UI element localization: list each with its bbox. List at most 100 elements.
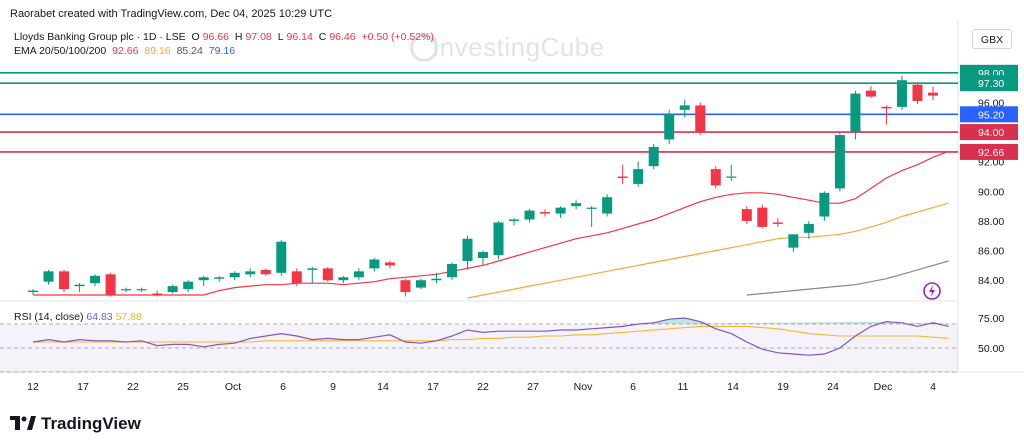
rsi-line (32, 317, 949, 356)
flash-bolt-icon (929, 285, 935, 297)
tradingview-brand: TradingView (10, 414, 141, 434)
candle-body (881, 106, 892, 109)
candle-body (586, 207, 597, 209)
y-tick-label: 88.00 (978, 216, 1004, 228)
open-label: O (191, 31, 200, 43)
ema20-value: 92.66 (112, 45, 139, 57)
x-tick-label: 11 (678, 381, 689, 393)
ema100-value: 85.24 (176, 45, 203, 57)
candle-body (602, 197, 613, 214)
x-tick-label: 14 (727, 381, 739, 393)
candle-body (679, 105, 690, 110)
candle-body (757, 207, 768, 227)
candle-body (493, 222, 504, 256)
candle-body (43, 271, 54, 282)
high-value: 97.08 (245, 31, 272, 43)
y-tick-label: 86.00 (978, 246, 1004, 258)
candle-body (322, 268, 333, 281)
level-price-label: 94.00 (978, 127, 1004, 139)
change-value: +0.50 (+0.52%) (361, 31, 434, 43)
x-tick-label: 14 (377, 381, 389, 393)
candle-body (540, 212, 551, 214)
candle-body (788, 234, 799, 248)
candle-body (928, 92, 938, 96)
symbol-legend[interactable]: Lloyds Banking Group plc · 1D · LSE O 96.… (14, 31, 437, 43)
level-price-tag (960, 143, 1018, 160)
ema-line-3 (746, 260, 949, 296)
rsi-tick-label: 75.00 (978, 313, 1004, 325)
x-tick-label: Dec (874, 381, 893, 393)
ema-line-2 (467, 202, 949, 299)
x-tick-label: 6 (280, 381, 286, 393)
x-tick-label: Oct (225, 381, 241, 393)
candle-body (896, 80, 907, 107)
rsi-overbought-fill (653, 318, 949, 324)
ema-label: EMA 20/50/100/200 (14, 45, 107, 57)
level-price-label: 97.30 (978, 78, 1004, 90)
candle-body (850, 93, 861, 133)
candle-body (59, 271, 70, 290)
ema200-value: 79.16 (208, 45, 236, 57)
candle-body (478, 252, 488, 258)
candle-body (136, 289, 147, 291)
x-tick-label: 12 (27, 381, 39, 393)
brand-name: TradingView (41, 414, 141, 433)
candle-body (741, 209, 752, 221)
level-price-label: 92.66 (978, 147, 1004, 159)
ema-legend[interactable]: EMA 20/50/100/200 92.66 89.16 85.24 79.1… (14, 45, 238, 57)
candle-body (198, 277, 209, 281)
candle-body (353, 271, 364, 278)
candle-body (167, 286, 178, 293)
x-tick-label: 17 (77, 381, 89, 393)
candle-body (105, 274, 116, 296)
candle-body (524, 210, 535, 220)
y-tick-label: 84.00 (978, 275, 1004, 287)
candle-body (152, 293, 163, 296)
x-tick-label: 24 (827, 381, 839, 393)
open-value: 96.66 (202, 31, 229, 43)
ema50-value: 89.16 (144, 45, 171, 57)
rsi-ma-value: 57.88 (115, 311, 142, 323)
y-tick-label: 90.00 (978, 186, 1004, 198)
x-tick-label: 9 (330, 381, 336, 393)
candle-body (28, 290, 38, 293)
level-price-tag (960, 124, 1018, 141)
tradingview-logo-icon (10, 416, 36, 430)
low-value: 96.14 (286, 31, 313, 43)
currency-button[interactable]: GBX (972, 29, 1012, 49)
x-tick-label: 22 (477, 381, 489, 393)
high-label: H (234, 31, 243, 43)
candle-body (462, 238, 473, 261)
candle-body (338, 277, 349, 281)
symbol-name: Lloyds Banking Group plc · 1D · LSE (14, 31, 186, 43)
level-price-tag (960, 106, 1018, 123)
candle-body (400, 280, 411, 293)
candle-body (229, 272, 240, 278)
candle-body (633, 169, 644, 184)
candle-body (183, 281, 194, 290)
x-tick-label: 19 (777, 381, 789, 393)
candle-body (555, 207, 566, 214)
candle-body (695, 105, 706, 133)
rsi-legend[interactable]: RSI (14, close) 64.83 57.88 (14, 311, 142, 323)
candle-body (664, 114, 675, 140)
candle-body (431, 278, 442, 281)
candle-body (617, 176, 628, 178)
low-label: L (277, 31, 284, 43)
candle-body (834, 135, 845, 189)
x-tick-label: 27 (527, 381, 539, 393)
candle-body (214, 277, 225, 279)
rsi-value: 64.83 (86, 311, 113, 323)
candle-body (90, 275, 101, 284)
candle-body (865, 90, 876, 97)
level-price-tag (960, 75, 1018, 92)
candle-body (245, 271, 256, 275)
candle-body (571, 203, 582, 207)
x-tick-label: 17 (427, 381, 439, 393)
candle-body (772, 222, 783, 224)
candle-body (648, 146, 659, 167)
candle-body (446, 263, 457, 278)
candle-body (710, 169, 721, 186)
candle-body (803, 223, 814, 233)
